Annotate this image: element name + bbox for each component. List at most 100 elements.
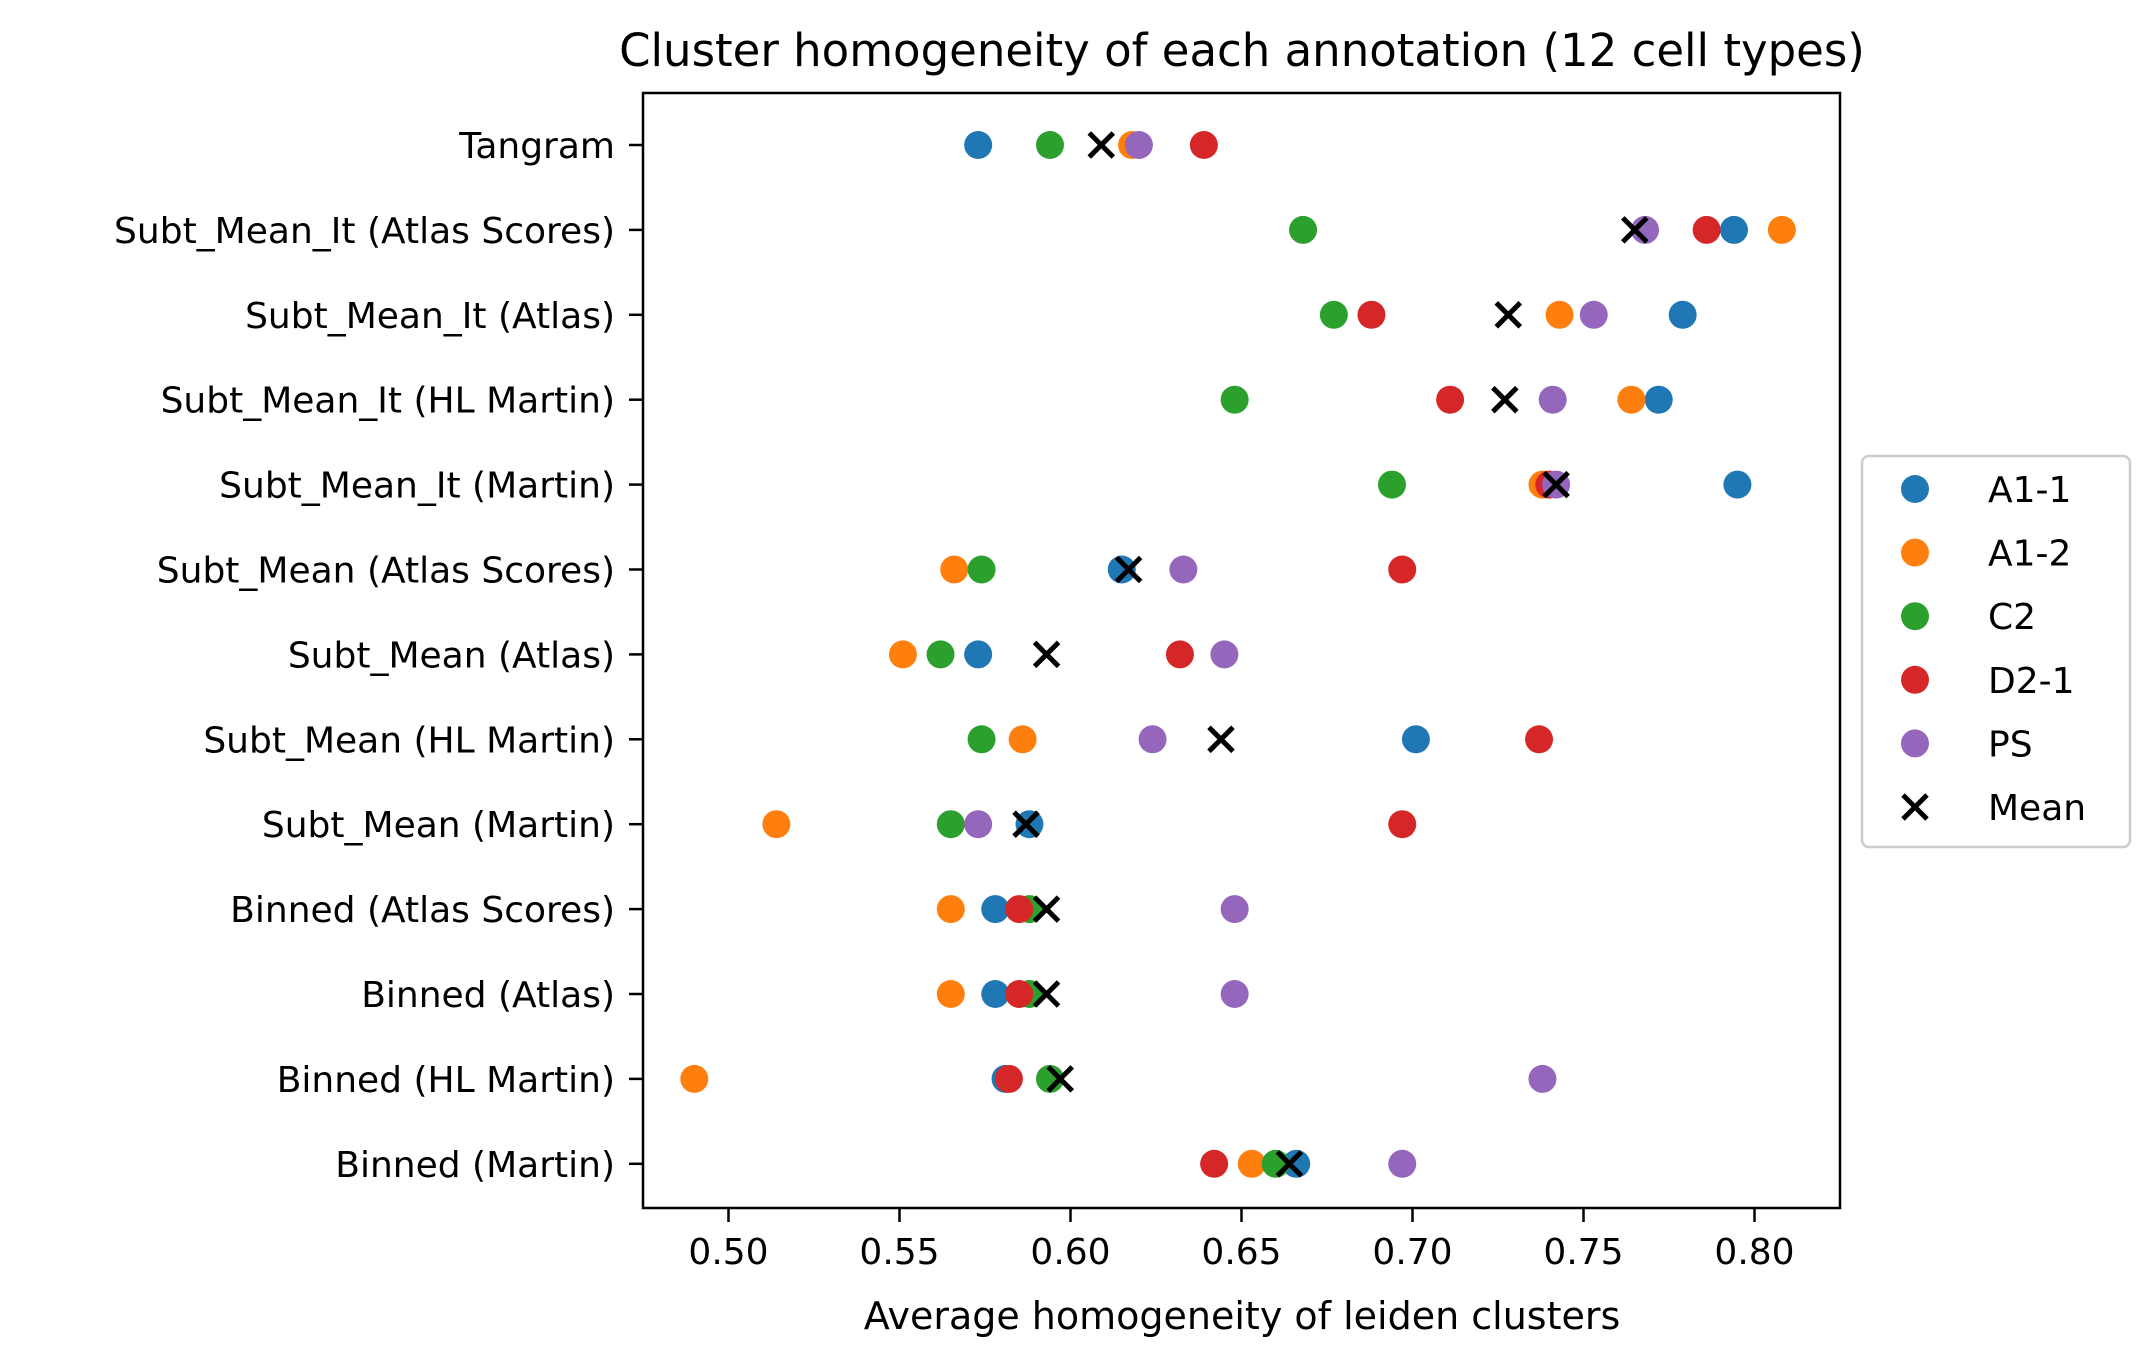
plot-area [680,131,1796,1178]
data-point-a1-2 [1237,1149,1266,1178]
legend-label: A1-2 [1988,534,2071,575]
data-point-c2 [936,810,965,839]
y-tick-label: Binned (HL Martin) [277,1060,615,1101]
x-tick-label: 0.55 [859,1232,939,1273]
legend-x-marker [1901,793,1929,821]
y-tick-label: Subt_Mean (HL Martin) [203,720,615,761]
y-tick-label: Binned (Martin) [335,1145,615,1186]
legend-marker [1901,475,1929,503]
x-tick-label: 0.50 [688,1232,768,1273]
legend-item-mean: Mean [1901,788,2086,829]
data-point-c2 [1035,1064,1064,1093]
data-point-c2 [967,725,996,754]
series-mean [1012,131,1649,1178]
mean-point [1542,470,1570,499]
legend-label: Mean [1988,788,2086,829]
data-point-d2-1 [1005,980,1034,1008]
data-point-d2-1 [1388,555,1417,584]
data-point-c2 [1035,131,1064,159]
mean-point [1046,1065,1075,1093]
data-point-a1-2 [940,555,969,584]
y-tick-label: Tangram [458,126,615,167]
data-point-c2 [926,640,955,669]
data-point-c2 [1377,470,1406,499]
x-tick-label: 0.60 [1030,1232,1110,1273]
data-point-a1-2 [888,640,917,669]
legend-marker [1901,602,1929,631]
data-point-c2 [1289,215,1318,244]
legend-item-a1-2: A1-2 [1901,534,2071,575]
data-point-a1-2 [1767,215,1796,244]
x-axis-label: Average homogeneity of leiden clusters [864,1294,1621,1338]
data-point-d2-1 [1436,385,1465,414]
y-tick-label: Subt_Mean_It (Atlas Scores) [114,211,615,252]
data-point-d2-1 [1525,725,1554,754]
data-point-ps [1388,1149,1417,1178]
data-point-a1-1 [1107,555,1136,584]
legend: A1-1 A1-2 C2 D2-1 PS Mean [1860,454,2132,849]
data-point-ps [1220,980,1249,1008]
mean-point [1491,385,1519,414]
mean-point [1032,640,1061,669]
y-tick-label: Subt_Mean_It (Atlas) [245,296,615,337]
data-point-a1-1 [1719,215,1748,244]
data-point-a1-2 [762,810,791,839]
mean-point [1494,301,1523,329]
x-tick-label: 0.75 [1543,1232,1623,1273]
y-tick-label: Binned (Atlas Scores) [230,890,615,931]
legend-label: A1-1 [1988,470,2071,511]
y-tick-label: Binned (Atlas) [361,975,615,1016]
x-tick-label: 0.65 [1201,1232,1281,1273]
legend-label: PS [1988,724,2033,765]
y-tick-label: Subt_Mean_It (Martin) [219,466,615,507]
data-point-d2-1 [1165,640,1194,669]
mean-point [1114,555,1143,584]
legend-item-a1-1: A1-1 [1901,470,2071,511]
data-point-c2 [1220,385,1249,414]
legend-marker [1901,538,1929,567]
legend-marker [1901,729,1929,758]
data-point-d2-1 [1357,300,1386,329]
data-point-a1-1 [964,640,993,669]
mean-point [1087,131,1116,159]
data-point-ps [1538,385,1567,414]
mean-point [1621,216,1649,244]
y-tick-label: Subt_Mean (Atlas) [288,635,615,676]
mean-point [1032,980,1061,1008]
legend-marker [1901,665,1929,694]
data-point-ps [1138,725,1167,754]
legend-item-ps: PS [1901,724,2033,765]
data-point-c2 [1319,300,1348,329]
y-axis: Tangram Subt_Mean_It (Atlas Scores) Subt_M… [114,126,643,1186]
data-point-ps [1210,640,1239,669]
x-axis: 0.50 0.55 0.60 0.65 0.70 0.75 0.80 [688,1208,1795,1273]
x-tick-label: 0.80 [1714,1232,1794,1273]
y-tick-label: Subt_Mean_It (HL Martin) [161,381,615,422]
x-tick-label: 0.70 [1372,1232,1452,1273]
legend-frame [1860,454,2132,849]
y-tick-label: Subt_Mean (Martin) [262,805,615,846]
data-point-d2-1 [1692,215,1721,244]
legend-item-c2: C2 [1901,597,2036,638]
y-tick-label: Subt_Mean (Atlas Scores) [157,551,615,592]
data-point-a1-1 [981,895,1010,924]
legend-items: A1-1 A1-2 C2 D2-1 PS Mean [1901,470,2086,829]
data-point-c2 [1261,1149,1290,1178]
data-point-ps [1220,895,1249,924]
data-point-ps [1124,131,1153,159]
data-point-a1-1 [981,980,1010,1008]
data-point-a1-2 [936,895,965,924]
data-point-ps [1528,1064,1557,1093]
data-point-ps [1169,555,1198,584]
mean-point [1275,1150,1304,1178]
data-point-d2-1 [994,1064,1023,1093]
data-point-a1-2 [1008,725,1037,754]
data-point-a1-2 [936,980,965,1008]
data-point-d2-1 [1388,810,1417,839]
data-point-a1-1 [1282,1149,1311,1178]
data-point-a1-1 [1723,470,1752,499]
data-point-a1-2 [680,1064,709,1093]
data-point-a1-1 [964,131,993,159]
chart-title: Cluster homogeneity of each annotation (… [619,24,1865,77]
data-point-a1-1 [1644,385,1673,414]
